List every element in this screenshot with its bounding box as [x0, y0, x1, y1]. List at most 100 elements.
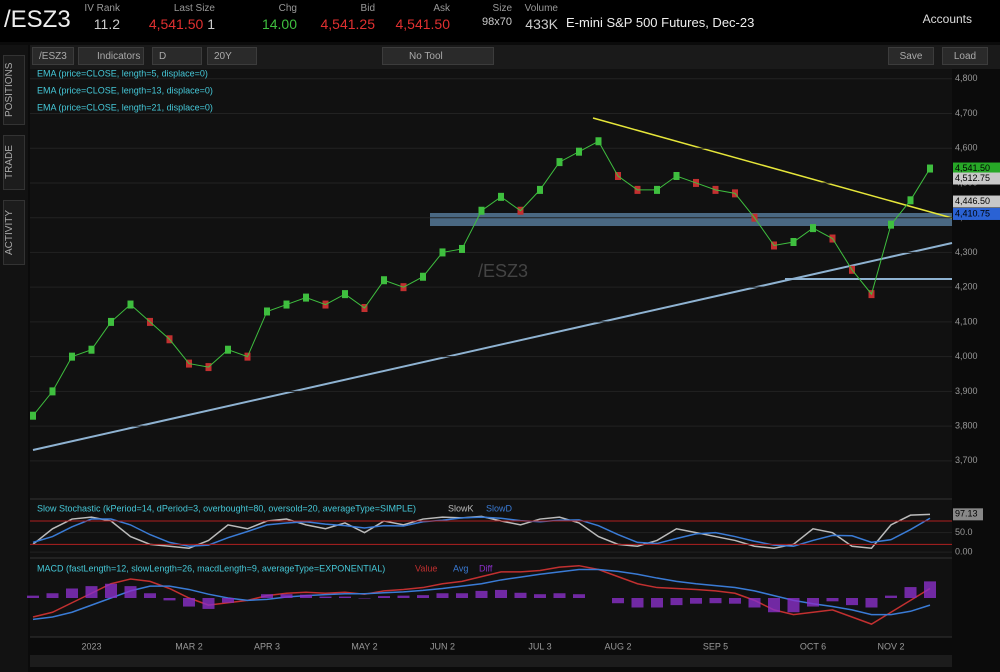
- symbol-box[interactable]: /ESZ3: [32, 47, 74, 65]
- histogram-bar: [768, 598, 780, 613]
- x-tick-label: NOV 2: [877, 641, 904, 651]
- quote: Bid 4,541.25: [310, 3, 376, 32]
- histogram-bar: [163, 598, 176, 601]
- quote-label: Chg: [278, 3, 297, 14]
- histogram-bar: [105, 583, 117, 598]
- histogram-bar: [27, 595, 39, 598]
- price-bar: [498, 192, 504, 201]
- histogram-bar: [417, 595, 429, 598]
- histogram-bar: [124, 586, 137, 598]
- x-tick-label: AUG 2: [604, 641, 631, 651]
- histogram-bar: [748, 598, 761, 608]
- quote-value: 433K: [525, 16, 558, 32]
- y-tick-label: 4,300: [955, 247, 978, 257]
- histogram-bar: [651, 598, 663, 608]
- quote-value: 14.00: [261, 16, 297, 32]
- price-bar: [88, 345, 95, 354]
- tool-select[interactable]: No Tool: [382, 47, 494, 65]
- price-bar: [400, 283, 407, 292]
- histogram-bar: [612, 598, 624, 604]
- support-zone: [430, 213, 952, 226]
- histogram-bar: [319, 596, 332, 598]
- price-bar: [693, 178, 699, 187]
- y-tick-label: 0.00: [955, 546, 973, 556]
- accounts-menu[interactable]: Accounts: [922, 12, 972, 26]
- side-tab[interactable]: TRADE: [3, 135, 25, 190]
- load-button[interactable]: Load: [942, 47, 988, 65]
- price-bar: [30, 411, 36, 420]
- indicator-line: [32, 513, 931, 550]
- quote: IV Rank 11.2: [80, 3, 120, 32]
- x-tick-label: MAY 2: [351, 641, 377, 651]
- price-bar: [49, 387, 56, 396]
- histogram-bar: [378, 596, 390, 598]
- price-bar: [751, 213, 758, 222]
- side-tab[interactable]: POSITIONS: [3, 55, 25, 125]
- price-bar: [381, 276, 387, 285]
- price-bar: [810, 224, 816, 233]
- price-bubble: [953, 172, 1000, 185]
- histogram-bar: [709, 598, 722, 604]
- price-bubble-label: 4,541.50: [955, 163, 990, 173]
- price-bar: [147, 317, 153, 326]
- x-tick-label: 2023: [81, 641, 101, 651]
- legend-entry: SlowK: [448, 503, 474, 513]
- histogram-bar: [729, 598, 741, 604]
- study-title: MACD (fastLength=12, slowLength=26, macd…: [37, 563, 385, 573]
- y-tick-label: 3,700: [955, 455, 978, 465]
- quote-value: 4,541.50: [395, 16, 451, 32]
- price-bar: [907, 196, 914, 205]
- price-bar: [712, 185, 719, 194]
- price-bar: [303, 293, 309, 302]
- description: E-mini S&P 500 Futures, Dec-23: [566, 15, 755, 30]
- price-bar: [420, 272, 426, 281]
- indicator-line: [32, 568, 931, 621]
- quote-header: /ESZ3 IV Rank 11.2 Last Size 4,541.50 1 Ch…: [0, 0, 1000, 42]
- period-select[interactable]: 20Y: [207, 47, 257, 65]
- legend-entry: Value: [415, 563, 437, 573]
- quote: Volume 433K: [518, 3, 558, 32]
- price-bar: [927, 164, 933, 173]
- indicator-line: [32, 516, 931, 548]
- x-tick-label: JUL 3: [528, 641, 551, 651]
- histogram-bar: [904, 587, 917, 598]
- price-bar: [478, 206, 485, 215]
- quote-value: 4,541.50: [148, 16, 204, 32]
- price-bar: [517, 206, 524, 215]
- histogram-bar: [202, 598, 215, 609]
- quote-label: Size: [492, 3, 512, 14]
- price-bar: [829, 234, 836, 243]
- y-tick-label: 3,900: [955, 386, 978, 396]
- quote-label: IV Rank: [84, 3, 120, 14]
- legend-entry: SlowD: [486, 503, 513, 513]
- aggregation-select[interactable]: D: [152, 47, 202, 65]
- y-tick-label: 50.0: [955, 527, 973, 537]
- quote: Size 98x70: [470, 3, 512, 28]
- price-bar: [790, 238, 797, 247]
- trendline: [592, 117, 953, 219]
- side-tab[interactable]: ACTIVITY: [3, 200, 25, 265]
- price-bar: [888, 220, 894, 229]
- price-bubble: [953, 195, 1000, 208]
- histogram-bar: [670, 598, 683, 606]
- indicators-button[interactable]: Indicators: [78, 47, 144, 65]
- symbol: /ESZ3: [4, 6, 71, 33]
- price-bubble: [953, 207, 1000, 220]
- chart-background: [30, 69, 952, 637]
- price-bar: [283, 300, 290, 309]
- histogram-bar: [534, 594, 546, 598]
- price-bar: [244, 352, 251, 361]
- price-bar: [771, 241, 777, 250]
- y-tick-label: 3,800: [955, 421, 978, 431]
- histogram-bar: [261, 594, 273, 598]
- save-button[interactable]: Save: [888, 47, 934, 65]
- histogram-bar: [807, 598, 819, 607]
- histogram-bar: [397, 595, 410, 598]
- scrollbar[interactable]: [30, 655, 952, 667]
- price-bar: [654, 185, 660, 194]
- y-tick-label: 4,100: [955, 316, 978, 326]
- quote: Last Size 4,541.50 1: [140, 3, 215, 32]
- y-tick-label: 4,600: [955, 143, 978, 153]
